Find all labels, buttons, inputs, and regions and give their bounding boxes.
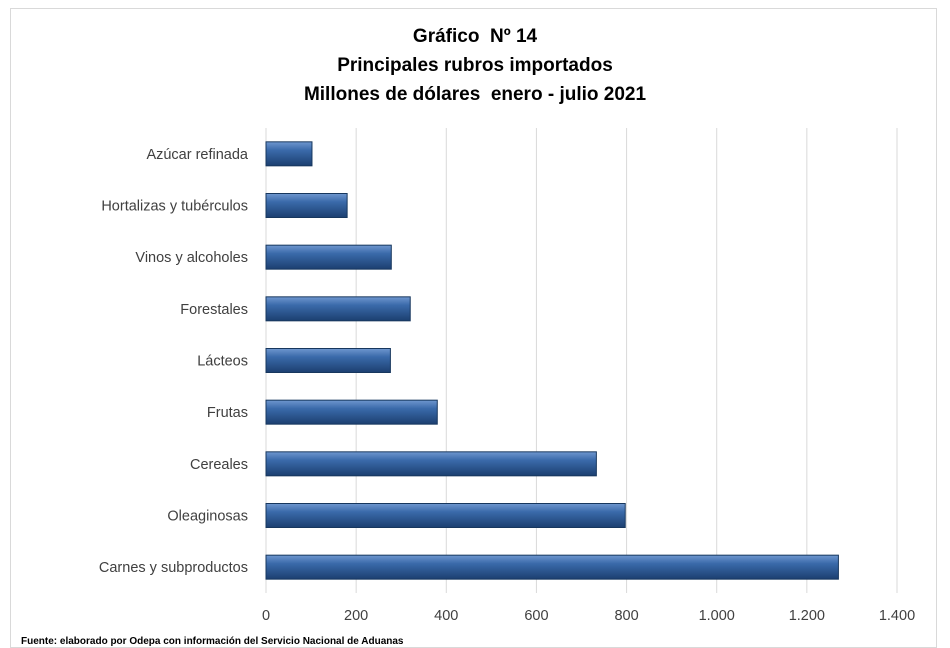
- x-tick-label: 1.400: [879, 608, 915, 624]
- bar: [265, 141, 313, 167]
- x-tick-label: 1.000: [699, 608, 735, 624]
- chart-title-line-3: Millones de dólares enero - julio 2021: [303, 84, 647, 105]
- x-tick-label: 600: [524, 608, 548, 624]
- category-label: Cereales: [190, 457, 248, 473]
- category-label: Azúcar refinada: [146, 147, 248, 163]
- x-tick-label: 200: [344, 608, 368, 624]
- category-label: Forestales: [180, 302, 248, 318]
- category-label: Carnes y subproductos: [99, 560, 248, 576]
- bar: [265, 348, 391, 373]
- bar: [265, 193, 348, 218]
- category-label: Vinos y alcoholes: [135, 250, 248, 266]
- bar: [265, 296, 411, 322]
- category-label: Oleaginosas: [167, 509, 248, 525]
- category-labels: Azúcar refinada Hortalizas y tubérculos Vi…: [99, 147, 249, 576]
- x-tick-labels: 0 200 400 600 800 1.000 1.200 1.400: [262, 608, 915, 624]
- x-tick-label: 400: [434, 608, 458, 624]
- category-label: Frutas: [207, 405, 248, 421]
- category-label: Lácteos: [197, 354, 248, 370]
- bars: [265, 141, 839, 580]
- chart-title-line-1: Gráfico Nº 14: [412, 26, 538, 47]
- bar: [265, 451, 597, 477]
- bar: [265, 503, 626, 528]
- x-tick-label: 0: [262, 608, 270, 624]
- bar: [265, 399, 438, 425]
- x-tick-label: 1.200: [789, 608, 825, 624]
- chart-frame: [10, 8, 937, 648]
- category-label: Hortalizas y tubérculos: [101, 199, 248, 215]
- bar: [265, 244, 392, 270]
- chart-title-line-2: Principales rubros importados: [337, 55, 613, 76]
- bar: [265, 554, 839, 580]
- chart-title: Gráfico Nº 14 Principales rubros importa…: [0, 22, 950, 109]
- x-tick-label: 800: [614, 608, 638, 624]
- source-note: Fuente: elaborado por Odepa con informac…: [21, 636, 404, 647]
